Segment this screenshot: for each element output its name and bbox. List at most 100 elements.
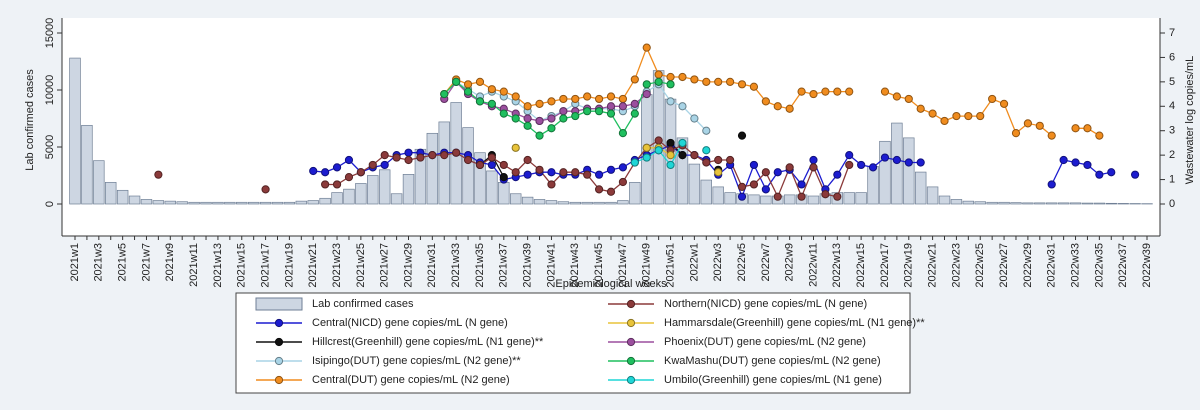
bar: [117, 190, 128, 204]
series-marker: [155, 171, 162, 178]
x-tick-label: 2022w19: [903, 243, 915, 288]
bar: [760, 196, 771, 204]
series-marker: [536, 117, 543, 124]
series-marker: [393, 154, 400, 161]
series-marker: [679, 103, 686, 110]
legend-label: Umbilo(Greenhill) gene copies/mL (N1 gen…: [664, 374, 882, 386]
series-marker: [453, 149, 460, 156]
series-marker: [476, 98, 483, 105]
legend-label: Isipingo(DUT) gene copies/mL (N2 gene)**: [312, 355, 521, 367]
bar: [201, 202, 212, 204]
x-tick-label: 2022w9: [784, 243, 796, 282]
series-marker: [786, 105, 793, 112]
bar: [987, 202, 998, 204]
series-marker: [345, 156, 352, 163]
series-marker: [810, 90, 817, 97]
bar: [320, 198, 331, 204]
series-marker: [405, 156, 412, 163]
series-marker: [774, 103, 781, 110]
series-marker: [643, 154, 650, 161]
series-marker: [476, 78, 483, 85]
series-marker: [798, 88, 805, 95]
series-marker: [476, 161, 483, 168]
x-tick-label: 2021w25: [355, 243, 367, 288]
series-marker: [667, 98, 674, 105]
series-marker: [512, 144, 519, 151]
series-marker: [834, 193, 841, 200]
series-marker: [905, 159, 912, 166]
bar: [284, 202, 295, 204]
series-marker: [524, 103, 531, 110]
bar: [248, 202, 259, 204]
y2-tick-label: 7: [1169, 27, 1175, 39]
x-tick-label: 2022w13: [831, 243, 843, 288]
series-marker: [464, 156, 471, 163]
series-marker: [560, 108, 567, 115]
bar: [808, 196, 819, 204]
series-marker: [322, 169, 329, 176]
series-marker: [774, 169, 781, 176]
legend-marker: [627, 319, 634, 326]
series-marker: [893, 156, 900, 163]
x-tick-label: 2022w29: [1022, 243, 1034, 288]
x-tick-label: 2021w43: [569, 243, 581, 288]
legend-label: Hillcrest(Greenhill) gene copies/mL (N1 …: [312, 336, 544, 348]
y2-axis-title: Wastewater log copies/mL: [1184, 56, 1196, 185]
series-marker: [738, 193, 745, 200]
series-marker: [1108, 169, 1115, 176]
bar: [915, 172, 926, 204]
bar: [522, 197, 533, 204]
x-tick-label: 2021w1: [69, 243, 81, 282]
series-marker: [798, 193, 805, 200]
series-marker: [667, 73, 674, 80]
series-marker: [691, 76, 698, 83]
series-marker: [369, 161, 376, 168]
bar: [367, 176, 378, 205]
series-marker: [655, 137, 662, 144]
series-marker: [1096, 171, 1103, 178]
series-marker: [595, 108, 602, 115]
bar: [82, 125, 93, 204]
bar: [558, 202, 569, 204]
series-marker: [846, 88, 853, 95]
series-marker: [703, 78, 710, 85]
y-axis-title: Lab confirmed cases: [24, 69, 36, 171]
bar: [1011, 203, 1022, 204]
bar: [963, 201, 974, 204]
bar: [1070, 203, 1081, 204]
bar: [165, 201, 176, 204]
series-marker: [619, 164, 626, 171]
series-marker: [607, 93, 614, 100]
series-marker: [524, 122, 531, 129]
series-marker: [846, 161, 853, 168]
series-marker: [441, 152, 448, 159]
series-marker: [762, 98, 769, 105]
legend-marker: [627, 376, 634, 383]
bar: [689, 164, 700, 204]
series-marker: [1048, 132, 1055, 139]
bar: [70, 58, 81, 204]
series-marker: [357, 169, 364, 176]
series-marker: [667, 161, 674, 168]
bar: [129, 196, 140, 204]
series-marker: [1072, 125, 1079, 132]
series-marker: [917, 159, 924, 166]
series-marker: [548, 125, 555, 132]
series-marker: [1036, 122, 1043, 129]
bar: [427, 133, 438, 204]
series-marker: [488, 161, 495, 168]
y-tick-label: 15000: [44, 18, 56, 49]
series-marker: [488, 154, 495, 161]
bar: [296, 201, 307, 204]
series-marker: [643, 81, 650, 88]
series-marker: [655, 78, 662, 85]
series-marker: [631, 76, 638, 83]
series-marker: [536, 166, 543, 173]
bar: [93, 161, 104, 204]
series-marker: [584, 171, 591, 178]
bar: [606, 202, 617, 204]
series-marker: [1060, 156, 1067, 163]
legend-label: KwaMashu(DUT) gene copies/mL (N2 gene): [664, 355, 881, 367]
series-marker: [822, 191, 829, 198]
